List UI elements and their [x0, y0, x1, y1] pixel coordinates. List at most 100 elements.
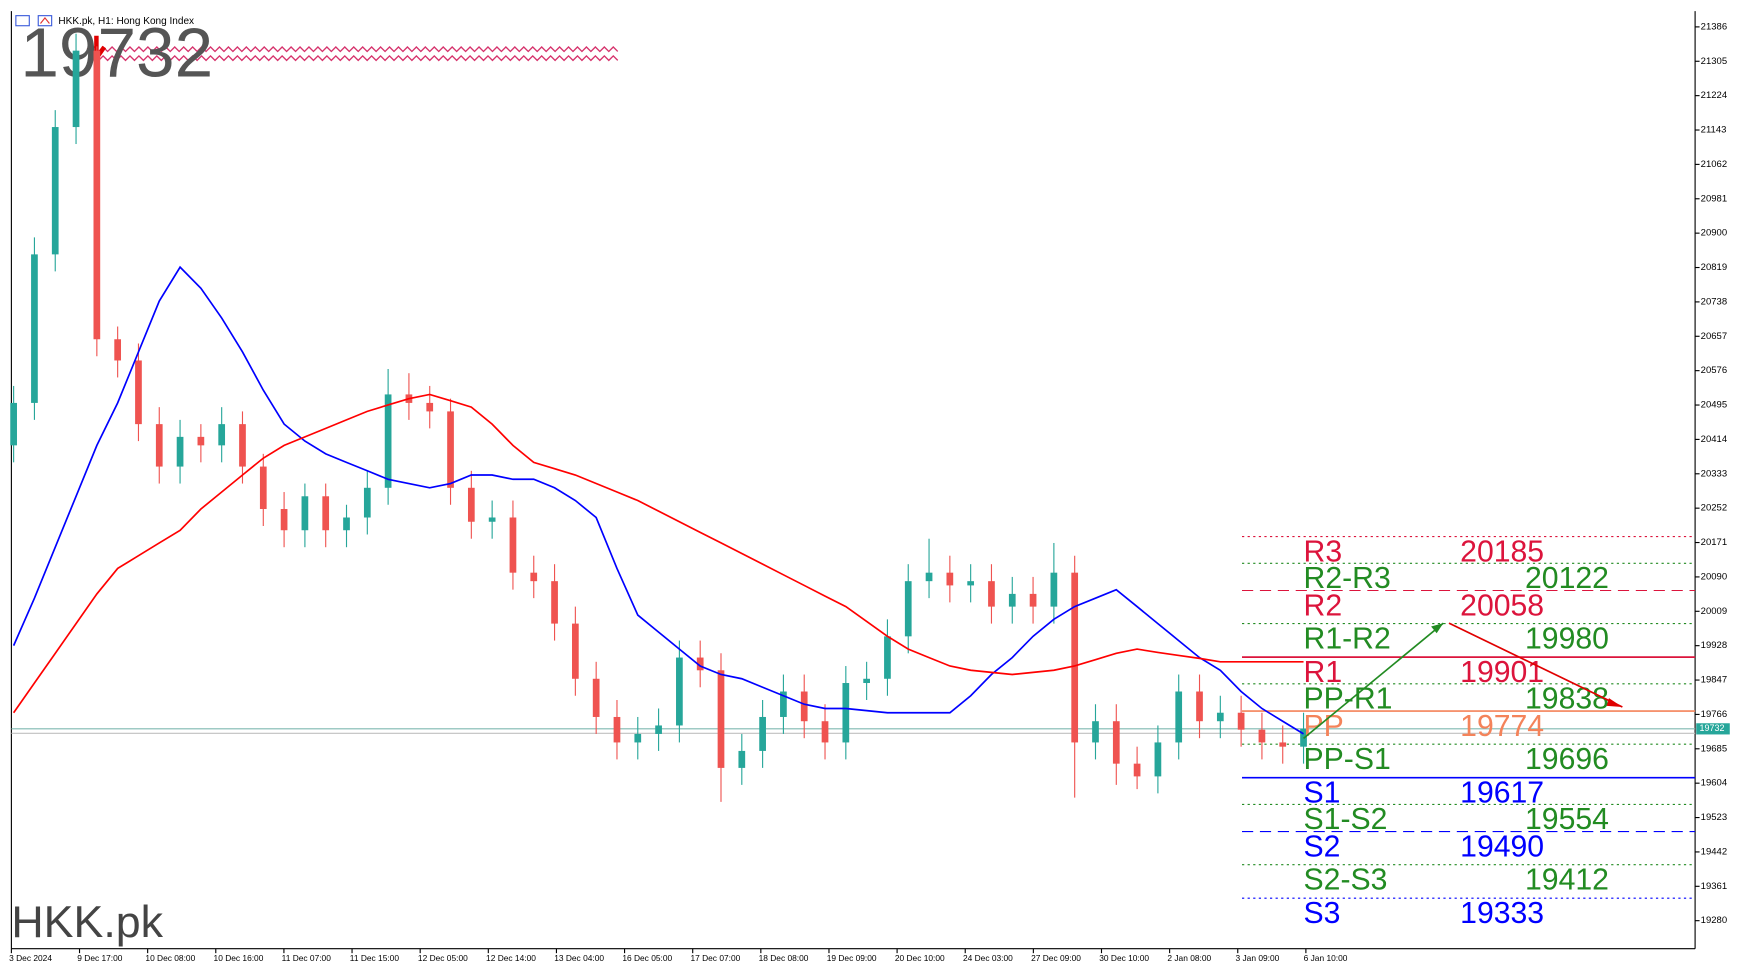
candle-body	[1092, 721, 1099, 743]
candle-body	[363, 487, 371, 518]
candle-body	[218, 424, 226, 446]
y-tick-label: 19604	[1701, 778, 1727, 789]
y-tick-label: 19928	[1701, 640, 1727, 651]
pivot-value: 19901	[1460, 656, 1544, 689]
candle-body	[467, 487, 475, 522]
pivot-value: 19617	[1460, 776, 1544, 809]
candle-body	[1258, 729, 1266, 743]
candle-body	[780, 691, 787, 717]
y-tick-label: 19685	[1701, 743, 1727, 754]
down-trend-head	[1606, 698, 1623, 708]
candle-body	[592, 678, 600, 717]
candle-body	[1133, 763, 1141, 777]
candle-body	[509, 517, 517, 573]
x-tick-label: 27 Dec 09:00	[1031, 953, 1081, 961]
y-tick-label: 19280	[1701, 915, 1727, 926]
y-tick-label: 21062	[1701, 159, 1727, 170]
y-tick-label: 20657	[1701, 331, 1727, 342]
candle-body	[1112, 721, 1120, 764]
y-tick-label: 20333	[1701, 468, 1727, 479]
pivot-name: PP	[1304, 710, 1344, 743]
x-tick-label: 18 Dec 08:00	[759, 953, 809, 961]
candle-body	[1216, 712, 1224, 722]
y-tick-label: 21305	[1701, 56, 1727, 67]
pivot-value: 19696	[1525, 743, 1609, 776]
candle-body	[842, 683, 850, 743]
y-tick-label: 19847	[1701, 675, 1727, 686]
x-tick-label: 13 Dec 04:00	[554, 953, 604, 961]
y-tick-label: 21143	[1701, 125, 1727, 136]
zigzag-decoration	[89, 46, 619, 63]
x-tick-label: 30 Dec 10:00	[1099, 953, 1149, 961]
x-tick-label: 20 Dec 10:00	[895, 953, 945, 961]
moving-average	[12, 393, 1304, 714]
icon	[40, 17, 50, 24]
candle-body	[301, 496, 309, 531]
y-tick-label: 20252	[1701, 503, 1727, 514]
candle-body	[1071, 572, 1079, 743]
chart-title: HKK.pk, H1: Hong Kong Index	[58, 16, 194, 27]
pivot-name: S1-S2	[1304, 803, 1388, 836]
candle-body	[93, 50, 101, 340]
candle-body	[676, 657, 683, 726]
candle-body	[1196, 691, 1203, 722]
zigzag	[89, 54, 619, 63]
candle-body	[155, 424, 163, 467]
up-arrow-head	[1431, 623, 1444, 634]
candle-body	[530, 572, 538, 582]
y-tick-label: 20738	[1701, 296, 1727, 307]
y-tick-label: 20981	[1701, 193, 1727, 204]
candle-body	[197, 436, 205, 446]
pivot-name: S2	[1304, 830, 1341, 863]
candle-body	[1050, 572, 1058, 607]
pivot-name: R2-R3	[1304, 562, 1391, 595]
candle-body	[114, 339, 122, 361]
candle-body	[447, 411, 454, 488]
candle-body	[135, 360, 142, 425]
pivot-value: 19980	[1525, 622, 1609, 655]
pivot-value: 20058	[1460, 589, 1544, 622]
icon	[15, 15, 30, 27]
pivot-name: PP-S1	[1304, 743, 1391, 776]
y-tick-label: 20171	[1701, 537, 1727, 548]
pivot-value: 19490	[1460, 830, 1544, 863]
candle-body	[384, 394, 392, 488]
y-tick-label: 21224	[1701, 90, 1727, 101]
candle-body	[759, 716, 766, 751]
y-tick-label: 20576	[1701, 365, 1727, 376]
candle-body	[946, 572, 954, 586]
y-tick-label: 20090	[1701, 571, 1727, 582]
x-tick-label: 10 Dec 16:00	[214, 953, 264, 961]
candle-body	[904, 581, 912, 637]
candle-body	[1008, 593, 1016, 607]
pivot-name: R1	[1304, 656, 1343, 689]
candle-body	[800, 691, 808, 722]
pivot-value: 19838	[1525, 683, 1609, 716]
last-price-big: 19732	[20, 14, 213, 92]
candle-body	[51, 127, 59, 255]
x-tick-label: 19 Dec 09:00	[827, 953, 877, 961]
down-trend-line	[1448, 622, 1623, 708]
candle-body	[1237, 712, 1245, 730]
x-tick-label: 24 Dec 03:00	[963, 953, 1013, 961]
candle-body	[31, 254, 38, 403]
up-arrow-line	[1303, 622, 1444, 740]
title-icons	[15, 15, 53, 27]
x-tick-label: 12 Dec 14:00	[486, 953, 536, 961]
last-price-box	[1696, 723, 1730, 735]
candle-body	[280, 509, 288, 531]
icon	[37, 15, 53, 27]
candle-body	[426, 402, 434, 412]
candle-body	[10, 402, 17, 446]
x-tick-label: 16 Dec 05:00	[622, 953, 672, 961]
candle-body	[655, 725, 662, 734]
x-tick-label: 17 Dec 07:00	[690, 953, 740, 961]
candle-body	[572, 623, 579, 679]
pivot-name: S3	[1304, 897, 1341, 930]
candle-body	[925, 572, 933, 582]
y-tick-label: 20414	[1701, 434, 1727, 445]
x-tick-label: 11 Dec 07:00	[282, 953, 332, 961]
pivot-name: R1-R2	[1304, 622, 1391, 655]
